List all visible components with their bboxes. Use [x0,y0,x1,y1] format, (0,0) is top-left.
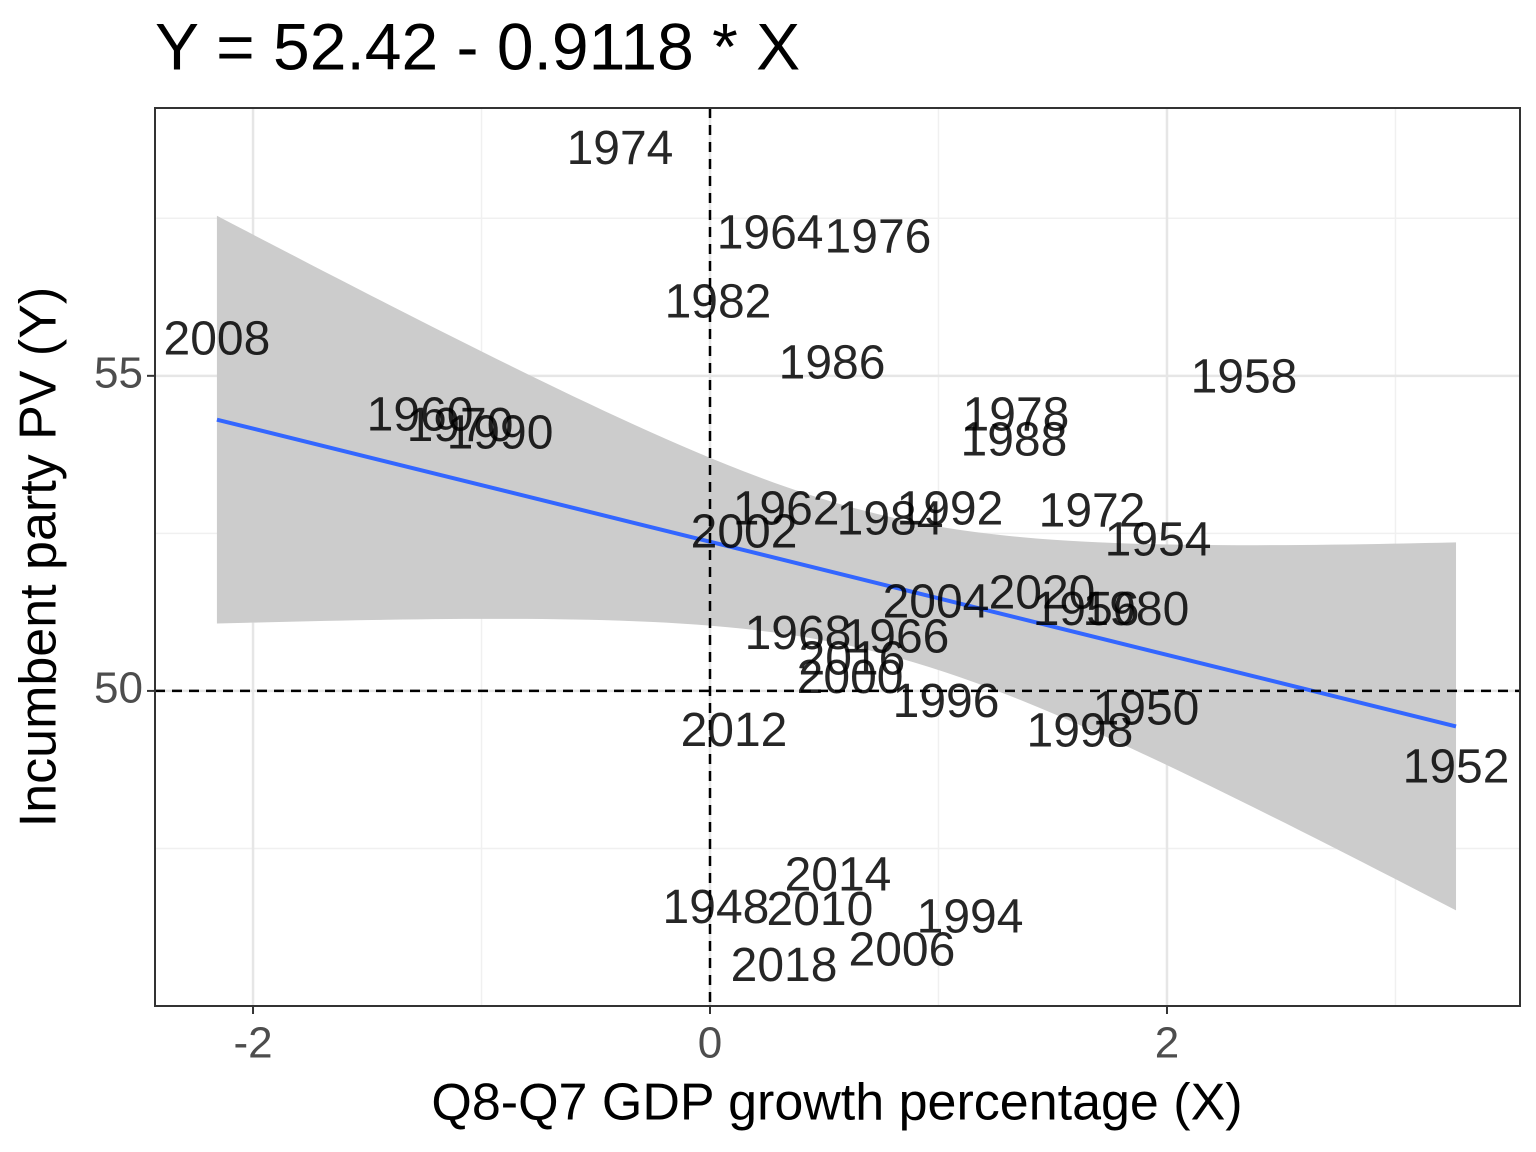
x-tick-label: 2 [1155,1019,1179,1068]
point-label: 2018 [731,939,838,992]
point-label: 1996 [893,675,1000,728]
confidence-band [216,215,1457,911]
y-tick-label: 50 [94,664,143,713]
y-axis-title: Incumbent party PV (Y) [10,287,68,827]
plot-border [154,107,1521,1007]
point-label: 2000 [797,651,904,704]
point-label: 1958 [1191,350,1298,403]
point-label: 2020 [989,566,1096,619]
point-label: 2002 [691,505,798,558]
point-label: 1956 [1033,583,1140,636]
point-label: 1990 [447,406,554,459]
x-axis-title: Q8-Q7 GDP growth percentage (X) [431,1074,1242,1132]
point-label: 2016 [799,633,906,686]
point-label: 1968 [745,607,852,660]
point-label: 1948 [663,881,770,934]
x-tick-label: -2 [233,1019,272,1068]
point-label: 1972 [1039,485,1146,538]
point-label: 1988 [961,413,1068,466]
point-label: 1964 [717,207,824,260]
point-label: 1992 [897,483,1004,536]
point-label: 2014 [785,849,892,902]
point-label: 2004 [883,575,990,628]
point-label: 1978 [963,389,1070,442]
point-label: 1962 [733,483,840,536]
point-label: 1952 [1403,740,1510,793]
point-label: 1976 [825,210,932,263]
point-label: 1984 [837,493,944,546]
point-label: 1994 [917,890,1024,943]
y-tick-label: 55 [94,348,143,397]
point-label: 2006 [849,924,956,977]
point-label: 1986 [779,336,886,389]
point-label: 1954 [1105,513,1212,566]
point-label: 1970 [407,399,514,452]
fit-line [216,417,1457,729]
point-label: 2008 [164,312,271,365]
point-label: 1950 [1093,682,1200,735]
point-label: 1998 [1027,704,1134,757]
point-label: 2010 [767,883,874,936]
point-label: 1966 [843,611,950,664]
x-tick-label: 0 [698,1019,722,1068]
point-label: 1980 [1083,583,1190,636]
point-label: 1960 [367,389,474,442]
point-label: 2012 [681,704,788,757]
point-label: 1982 [665,275,772,328]
chart-title: Y = 52.42 - 0.9118 * X [155,9,800,83]
point-label: 1974 [567,122,674,175]
